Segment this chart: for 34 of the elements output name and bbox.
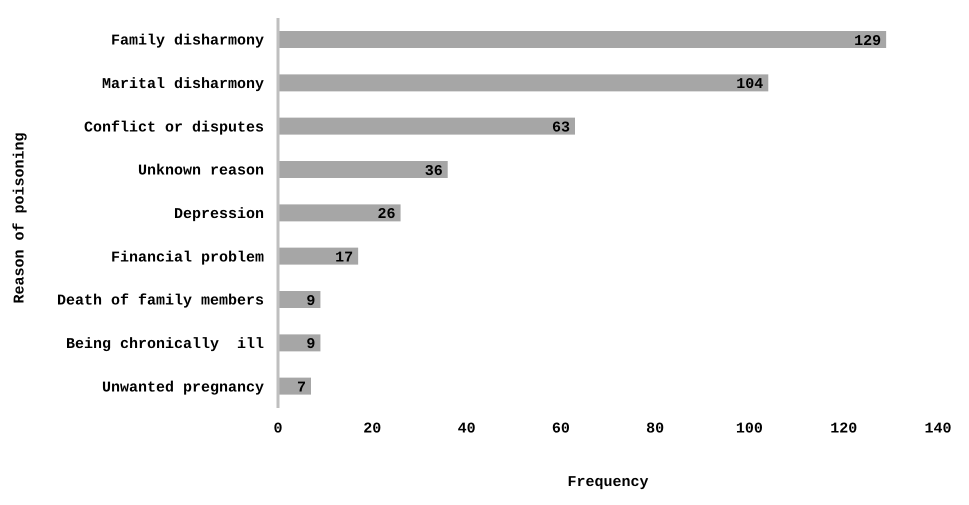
data-label: 104 xyxy=(736,76,764,94)
y-tick-label: Death of family members xyxy=(56,292,264,310)
x-tick-label: 100 xyxy=(736,420,763,438)
y-tick-label: Unwanted pregnancy xyxy=(102,379,264,396)
y-tick-label: Unknown reason xyxy=(138,162,264,180)
y-axis-title: Reason of poisoning xyxy=(12,132,28,304)
bar xyxy=(278,248,358,265)
y-tick-label: Family disharmony xyxy=(110,32,264,50)
bar xyxy=(278,118,575,135)
data-label: 36 xyxy=(424,162,443,180)
x-tick-label: 40 xyxy=(458,420,476,438)
x-tick-label: 20 xyxy=(363,420,382,438)
y-tick-label: Depression xyxy=(174,206,264,223)
bar xyxy=(278,74,768,92)
bar xyxy=(278,161,448,178)
bar xyxy=(278,31,886,48)
x-axis-title: Frequency xyxy=(566,474,650,491)
y-tick-label: Being chronically ill xyxy=(66,336,264,353)
bar xyxy=(278,204,401,222)
data-label: 129 xyxy=(854,32,882,50)
data-label: 9 xyxy=(306,292,316,310)
y-tick-label: Conflict or disputes xyxy=(84,119,264,136)
data-label: 17 xyxy=(335,249,354,266)
y-tick-label: Marital disharmony xyxy=(102,76,264,93)
x-tick-label: 0 xyxy=(273,420,283,438)
data-label: 26 xyxy=(378,206,396,224)
x-tick-label: 120 xyxy=(830,420,858,438)
x-tick-label: 80 xyxy=(646,420,664,438)
y-tick-label: Financial problem xyxy=(110,249,264,266)
data-label: 9 xyxy=(306,336,316,354)
x-tick-label: 140 xyxy=(924,420,952,438)
data-label: 63 xyxy=(552,119,570,136)
data-label: 7 xyxy=(296,379,306,396)
x-tick-label: 60 xyxy=(552,420,570,438)
